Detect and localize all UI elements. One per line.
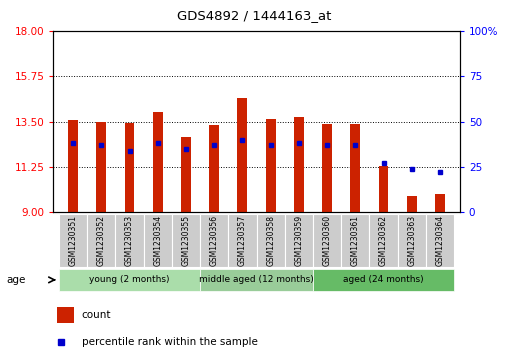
Text: GSM1230362: GSM1230362 [379, 215, 388, 266]
Bar [294, 117, 304, 212]
Text: GSM1230363: GSM1230363 [407, 215, 416, 266]
Bar [285, 214, 313, 267]
Bar [398, 214, 426, 267]
Bar [87, 214, 115, 267]
Text: young (2 months): young (2 months) [89, 276, 170, 284]
Bar [181, 137, 191, 212]
Bar [200, 269, 313, 291]
Bar [378, 166, 389, 212]
Bar [322, 124, 332, 212]
Text: GSM1230355: GSM1230355 [181, 215, 190, 266]
Text: GSM1230358: GSM1230358 [266, 215, 275, 266]
Bar [200, 214, 228, 267]
Text: percentile rank within the sample: percentile rank within the sample [82, 337, 258, 347]
Bar [59, 269, 200, 291]
Bar [407, 196, 417, 212]
Bar [351, 124, 360, 212]
Bar [426, 214, 454, 267]
Text: count: count [82, 310, 111, 320]
Text: GSM1230351: GSM1230351 [69, 215, 78, 266]
Bar [144, 214, 172, 267]
Bar [257, 214, 285, 267]
Bar [313, 214, 341, 267]
Bar [313, 269, 454, 291]
Bar [124, 123, 135, 212]
Text: GSM1230352: GSM1230352 [97, 215, 106, 266]
Bar [435, 194, 445, 212]
Text: GSM1230361: GSM1230361 [351, 215, 360, 266]
Bar [209, 125, 219, 212]
Bar [341, 214, 369, 267]
Bar [59, 214, 87, 267]
Text: GSM1230356: GSM1230356 [210, 215, 219, 266]
Bar [57, 307, 74, 323]
Bar [228, 214, 257, 267]
Text: GSM1230360: GSM1230360 [323, 215, 332, 266]
Bar [153, 111, 163, 212]
Text: GSM1230353: GSM1230353 [125, 215, 134, 266]
Text: GSM1230354: GSM1230354 [153, 215, 162, 266]
Bar [97, 122, 106, 212]
Text: middle aged (12 months): middle aged (12 months) [199, 276, 314, 284]
Bar [369, 214, 398, 267]
Text: aged (24 months): aged (24 months) [343, 276, 424, 284]
Text: GSM1230364: GSM1230364 [435, 215, 444, 266]
Text: GSM1230357: GSM1230357 [238, 215, 247, 266]
Text: GSM1230359: GSM1230359 [294, 215, 303, 266]
Bar [172, 214, 200, 267]
Bar [115, 214, 144, 267]
Bar [238, 98, 247, 212]
Text: GDS4892 / 1444163_at: GDS4892 / 1444163_at [177, 9, 331, 22]
Text: age: age [6, 275, 25, 285]
Bar [266, 119, 276, 212]
Bar [68, 119, 78, 212]
